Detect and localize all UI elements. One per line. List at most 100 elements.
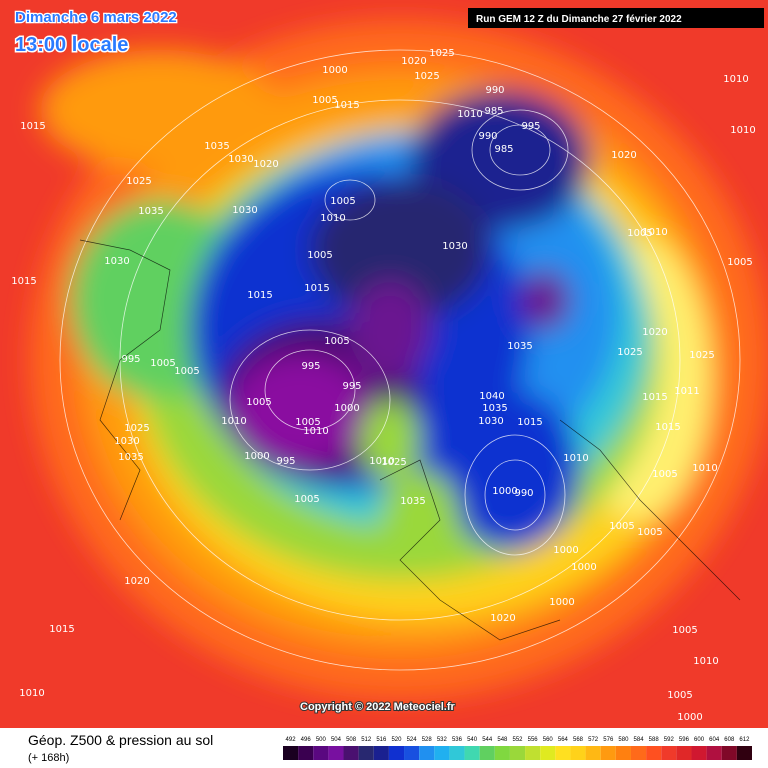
isobar-label: 1005 — [324, 336, 349, 347]
legend-label: 568 — [573, 737, 584, 743]
isobar-label: 1010 — [692, 463, 717, 474]
isobar-label: 1035 — [507, 341, 532, 352]
isobar-label: 1015 — [20, 121, 45, 132]
legend-swatch — [298, 746, 314, 760]
isobar-label: 1005 — [295, 417, 320, 428]
isobar-label: 1025 — [124, 423, 149, 434]
isobar-label: 1000 — [571, 562, 596, 573]
isobar-label: 1040 — [479, 391, 504, 402]
run-box — [468, 8, 764, 28]
copyright: Copyright © 2022 Meteociel.fr — [300, 701, 456, 713]
legend-label: 612 — [739, 737, 750, 743]
legend-swatch — [358, 746, 374, 760]
isobar-label: 990 — [514, 488, 533, 499]
isobar-label: 990 — [485, 85, 504, 96]
legend-label: 496 — [301, 737, 312, 743]
isobar-label: 1000 — [492, 486, 517, 497]
legend-label: 492 — [286, 737, 297, 743]
isobar-label: 1010 — [320, 213, 345, 224]
legend-swatch — [570, 746, 586, 760]
legend-label: 500 — [316, 737, 327, 743]
isobar-label: 1015 — [49, 624, 74, 635]
isobar-label: 990 — [478, 131, 497, 142]
isobar-label: 1030 — [104, 256, 129, 267]
legend-label: 504 — [331, 737, 342, 743]
isobar-label: 1005 — [637, 527, 662, 538]
isobar-label: 1010 — [457, 109, 482, 120]
legend-swatch — [661, 746, 677, 760]
legend-swatch — [404, 746, 420, 760]
legend-swatch — [540, 746, 556, 760]
isobar-label: 1010 — [369, 456, 394, 467]
legend-swatch — [434, 746, 450, 760]
isobar-label: 995 — [301, 361, 320, 372]
isobar-label: 1010 — [693, 656, 718, 667]
legend-swatch — [464, 746, 480, 760]
legend-label: 572 — [588, 737, 599, 743]
isobar-label: 1015 — [517, 417, 542, 428]
isobar-label: 1000 — [334, 403, 359, 414]
legend-swatch — [676, 746, 692, 760]
legend-swatch — [646, 746, 662, 760]
isobar-label: 1005 — [609, 521, 634, 532]
footer-title: Géop. Z500 & pression au sol — [28, 732, 213, 748]
legend-label: 544 — [482, 737, 493, 743]
isobar-label: 1000 — [553, 545, 578, 556]
isobar-label: 1010 — [723, 74, 748, 85]
legend-label: 552 — [512, 737, 523, 743]
legend-swatch — [328, 746, 344, 760]
legend-swatch — [509, 746, 526, 760]
isobar-label: 1005 — [307, 250, 332, 261]
isobar-label: 1010 — [19, 688, 44, 699]
isobar-label: 1015 — [642, 392, 667, 403]
legend-label: 524 — [407, 737, 418, 743]
isobar-label: 1025 — [414, 71, 439, 82]
isobar-label: 1005 — [174, 366, 199, 377]
legend-label: 528 — [422, 737, 433, 743]
legend-label: 532 — [437, 737, 448, 743]
isobar-label: 1025 — [381, 457, 406, 468]
legend-swatch — [555, 746, 571, 760]
legend-swatch — [525, 746, 541, 760]
isobar-label: 995 — [121, 354, 140, 365]
legend-label: 592 — [664, 737, 675, 743]
isobar-label: 1035 — [118, 452, 143, 463]
legend-label: 604 — [709, 737, 720, 743]
isobar-label: 1035 — [482, 403, 507, 414]
legend-swatch — [585, 746, 601, 760]
isobar-label: 1030 — [232, 205, 257, 216]
isobar-label: 1030 — [442, 241, 467, 252]
legend-label: 564 — [558, 737, 569, 743]
isobar-label: 1020 — [401, 56, 426, 67]
legend-label: 608 — [724, 737, 735, 743]
legend-label: 540 — [467, 737, 478, 743]
isobar-label: 1010 — [303, 426, 328, 437]
legend-swatch — [419, 746, 435, 760]
legend-swatch — [691, 746, 707, 760]
legend-label: 560 — [543, 737, 554, 743]
isobar-label: 1000 — [549, 597, 574, 608]
isobar-label: 1005 — [727, 257, 752, 268]
isobar-label: 1005 — [246, 397, 271, 408]
legend-swatch — [721, 746, 737, 760]
isobar-label: 1005 — [627, 228, 652, 239]
isobar-label: 1015 — [655, 422, 680, 433]
legend-swatch — [373, 746, 389, 760]
isobar-label: 1025 — [689, 350, 714, 361]
legend-swatch — [706, 746, 722, 760]
isobar-label: 1000 — [322, 65, 347, 76]
legend-swatch — [283, 746, 299, 760]
isobar-label: 1025 — [429, 48, 454, 59]
isobar-label: 1005 — [672, 625, 697, 636]
isobar-label: 985 — [494, 144, 513, 155]
isobar-label: 1030 — [114, 436, 139, 447]
isobar-label: 1025 — [126, 176, 151, 187]
isobar-label: 1020 — [253, 159, 278, 170]
isobar-label: 1005 — [150, 358, 175, 369]
isobar-label: 1011 — [674, 386, 699, 397]
legend-label: 516 — [376, 737, 387, 743]
legend-swatch — [449, 746, 465, 760]
isobar-label: 1005 — [294, 494, 319, 505]
